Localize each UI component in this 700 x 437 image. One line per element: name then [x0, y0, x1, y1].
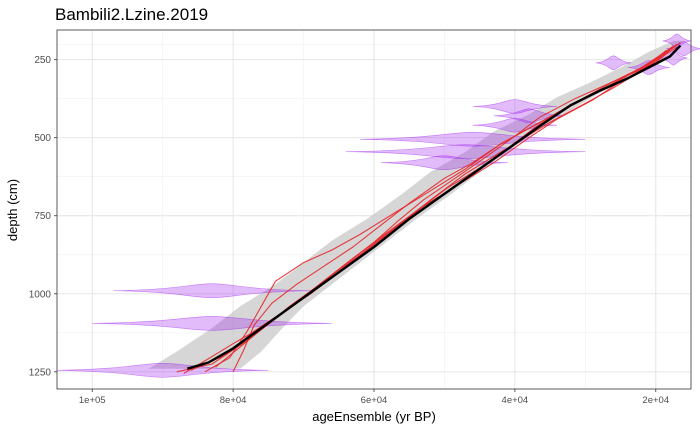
- y-axis: 250 500 750 1000 1250: [29, 55, 57, 378]
- x-tick-label: 1e+05: [79, 395, 106, 406]
- date-distribution: [659, 50, 688, 66]
- y-tick-label: 250: [34, 55, 51, 66]
- x-tick-label: 4e+04: [502, 395, 529, 406]
- y-tick-label: 1000: [29, 289, 52, 300]
- uncertainty-band: [148, 40, 685, 369]
- y-tick-label: 750: [34, 211, 51, 222]
- median-line-group: [186, 44, 682, 370]
- date-distribution: [472, 99, 558, 114]
- x-axis: 1e+05 8e+04 6e+04 4e+04 2e+04: [79, 389, 669, 406]
- chart-title: Bambili2.Lzine.2019: [55, 5, 208, 24]
- date-distribution: [380, 155, 508, 171]
- date-distribution: [359, 131, 586, 147]
- y-tick-label: 500: [34, 133, 51, 144]
- date-distribution: [345, 144, 586, 160]
- date-distribution: [472, 117, 558, 133]
- y-tick-label: 1250: [29, 367, 52, 378]
- y-axis-label: depth (cm): [5, 179, 20, 241]
- x-tick-label: 8e+04: [220, 395, 247, 406]
- x-axis-label: ageEnsemble (yr BP): [312, 409, 436, 424]
- x-tick-label: 6e+04: [361, 395, 388, 406]
- median-line: [186, 44, 682, 370]
- date-distributions: [56, 33, 700, 378]
- date-distribution: [666, 41, 700, 57]
- date-distribution: [595, 55, 632, 71]
- uncertainty-band-area: [148, 40, 685, 369]
- date-distribution: [92, 316, 332, 331]
- x-tick-label: 2e+04: [642, 395, 669, 406]
- date-distribution: [56, 362, 269, 378]
